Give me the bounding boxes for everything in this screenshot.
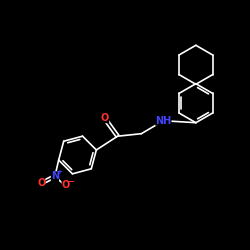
- Text: NH: NH: [155, 116, 172, 126]
- Text: −: −: [67, 177, 74, 186]
- Text: +: +: [56, 169, 62, 175]
- Text: O: O: [62, 180, 70, 190]
- Text: O: O: [37, 178, 45, 188]
- Text: O: O: [101, 113, 109, 123]
- Text: N: N: [51, 171, 59, 181]
